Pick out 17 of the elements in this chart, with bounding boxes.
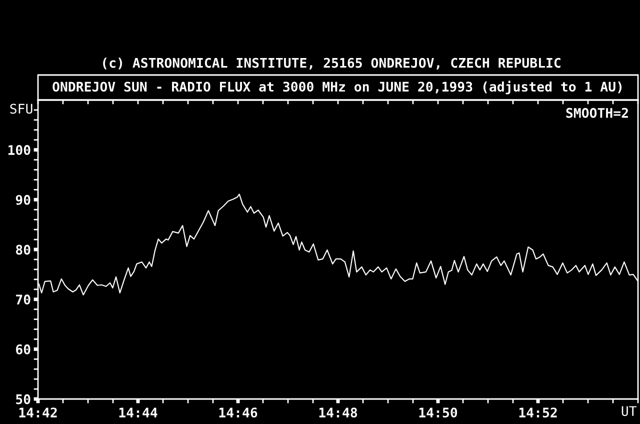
text: (c) ASTRONOMICAL INSTITUTE, 25165 ONDREJOV, CZECH REPUBLIC (103, 58, 560, 70)
x-tick-label: 14:50 (419, 408, 458, 418)
x-tick-label: 14:48 (319, 408, 358, 418)
y-tick-label: 80 (16, 244, 30, 255)
annotation: SMOOTH=2 (566, 108, 628, 118)
x-tick-label: 14:46 (219, 408, 258, 418)
x-tick-label: 14:44 (119, 408, 158, 418)
y-tick-label: 100 (8, 145, 30, 156)
y-axis-title: SFU (10, 104, 32, 114)
y-tick-label: 60 (16, 344, 30, 354)
x-tick-label: 14:42 (19, 408, 57, 418)
chart-title: ONDREJOV SUN - RADIO FLUX at 3000 MHz on JUNE 20,1993 (adjusted to 1 AU) (52, 80, 622, 94)
y-tick-label: 70 (16, 294, 30, 305)
x-axis-title: UT (622, 406, 636, 416)
x-tick-label: 14:52 (519, 408, 557, 418)
y-tick-label: 50 (16, 394, 30, 404)
y-tick-label: 90 (16, 194, 30, 205)
